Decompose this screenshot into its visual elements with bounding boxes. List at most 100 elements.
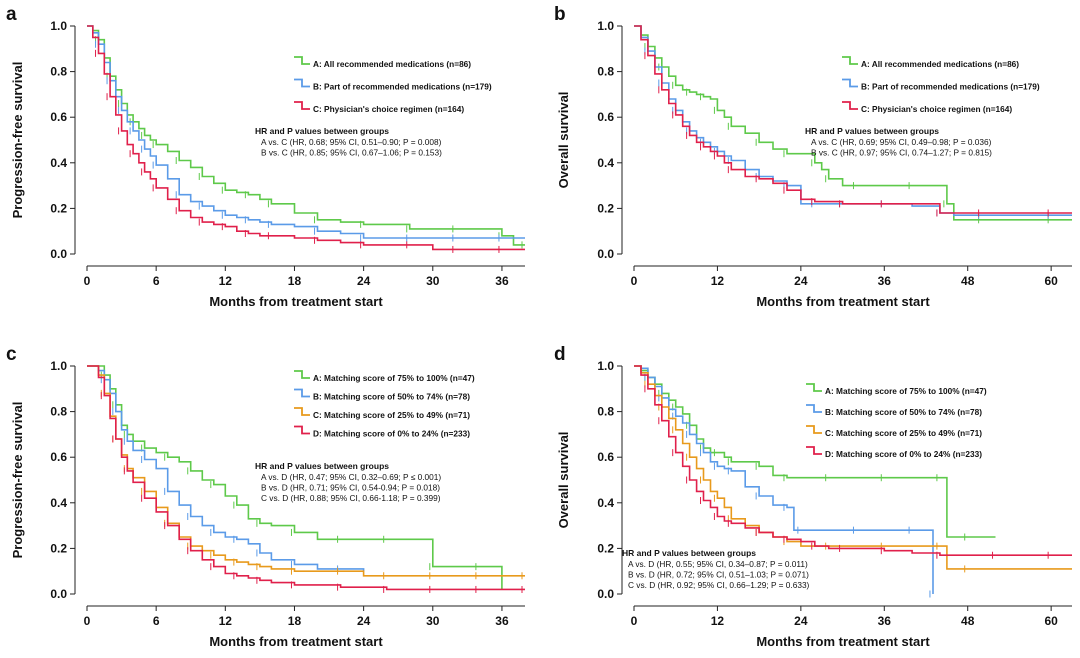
- y-tick-label: 0.2: [597, 201, 614, 215]
- legend-entry: A: Matching score of 75% to 100% (n=47): [313, 373, 475, 383]
- panel-a: a 0 6 12 18 24 30 36 0.0 0.2 0.4 0.6 0.8 1.0 Months fr…: [6, 4, 525, 309]
- y-tick-label: 1.0: [50, 19, 67, 33]
- x-tick-label: 36: [495, 274, 509, 288]
- y-tick-label: 0.8: [597, 65, 614, 79]
- x-tick-label: 60: [1044, 614, 1058, 628]
- legend-entry: A: Matching score of 75% to 100% (n=47): [825, 386, 987, 396]
- x-tick-label: 24: [794, 274, 808, 288]
- x-tick-label: 48: [961, 274, 975, 288]
- x-tick-label: 60: [1044, 274, 1058, 288]
- y-axis-title: Overall survival: [556, 432, 571, 529]
- hr-line: B vs. D (HR, 0.71; 95% CI, 0.54-0.94; P …: [261, 483, 440, 493]
- x-tick-label: 6: [153, 274, 160, 288]
- hr-title: HR and P values between groups: [255, 126, 389, 136]
- legend-swatch-red: [294, 425, 310, 435]
- legend-entry: C: Matching score of 25% to 49% (n=71): [825, 428, 982, 438]
- x-axis-title: Months from treatment start: [209, 294, 383, 309]
- y-tick-label: 0.6: [597, 450, 614, 464]
- x-tick-label: 36: [878, 274, 892, 288]
- legend-swatch-orange: [806, 425, 822, 434]
- legend-swatch-red: [842, 101, 858, 110]
- panel-letter: c: [6, 344, 17, 365]
- x-tick-label: 24: [357, 614, 371, 628]
- y-tick-label: 0.0: [597, 247, 614, 261]
- km-curve-green: [87, 25, 525, 246]
- x-tick-label: 0: [631, 274, 638, 288]
- km-curve-red: [634, 365, 1072, 556]
- hr-line: B vs. C (HR, 0.85; 95% CI, 0.67–1.06; P …: [261, 148, 442, 158]
- legend-entry: C: Physician's choice regimen (n=164): [861, 104, 1012, 114]
- panel-letter: d: [554, 344, 566, 365]
- y-tick-label: 0.4: [597, 156, 614, 170]
- hr-line: C vs. D (HR, 0.92; 95% CI, 0.66–1.29; P …: [628, 580, 810, 590]
- x-axis-title: Months from treatment start: [756, 294, 930, 309]
- x-tick-label: 24: [357, 274, 371, 288]
- legend-entry: A: All recommended medications (n=86): [313, 59, 471, 69]
- legend-swatch-green: [294, 370, 310, 379]
- panel-letter: a: [6, 4, 17, 25]
- x-tick-label: 0: [84, 274, 91, 288]
- x-tick-label: 18: [288, 274, 302, 288]
- hr-line: A vs. D (HR, 0.55; 95% CI, 0.34–0.87; P …: [628, 559, 808, 569]
- x-tick-label: 48: [961, 614, 975, 628]
- x-tick-label: 12: [711, 614, 725, 628]
- hr-line: A vs. C (HR, 0.68; 95% CI, 0.51–0.90; P …: [261, 137, 442, 147]
- x-tick-label: 30: [426, 614, 440, 628]
- x-tick-label: 24: [794, 614, 808, 628]
- km-curve-red: [87, 365, 525, 591]
- x-tick-label: 12: [711, 274, 725, 288]
- km-curve-blue: [87, 365, 365, 572]
- km-curve-orange: [634, 365, 1072, 570]
- legend-swatch-green: [842, 56, 858, 65]
- x-tick-label: 30: [426, 274, 440, 288]
- panel-d: d 0 12 24 36 48 60 0.0 0.2 0.4 0.6 0.8 1.0 Months fro…: [554, 344, 1072, 649]
- hr-title: HR and P values between groups: [622, 548, 756, 558]
- legend-swatch-blue: [294, 388, 310, 398]
- hr-line: A vs. D (HR, 0.47; 95% CI, 0.32–0.69; P …: [261, 472, 441, 482]
- legend-entry: B: Part of recommended medications (n=17…: [313, 82, 492, 92]
- y-tick-label: 0.0: [50, 247, 67, 261]
- legend-entry: C: Physician's choice regimen (n=164): [313, 104, 464, 114]
- legend-swatch-green: [806, 383, 822, 392]
- hr-line: A vs. C (HR, 0.69; 95% CI, 0.49–0.98; P …: [811, 137, 992, 147]
- legend-swatch-red: [806, 446, 822, 455]
- legend-entry: C: Matching score of 25% to 49% (n=71): [313, 410, 470, 420]
- y-axis-title: Progression-free survival: [10, 402, 25, 559]
- x-axis-title: Months from treatment start: [209, 634, 383, 649]
- km-curve-blue: [634, 365, 934, 594]
- legend-swatch-green: [294, 56, 310, 65]
- y-tick-label: 0.4: [50, 156, 67, 170]
- y-axis-title: Overall survival: [556, 92, 571, 189]
- panel-b: b 0 12 24 36 48 60 0.0 0.2 0.4 0.6 0.8 1.0 Months fro…: [554, 4, 1072, 309]
- y-axis-title: Progression-free survival: [10, 62, 25, 219]
- y-tick-label: 0.2: [597, 541, 614, 555]
- panel-c: c 0 6 12 18 24 30 36 0.0 0.2 0.4 0.6 0.8 1.0 Months fr…: [6, 344, 525, 649]
- y-tick-label: 0.6: [597, 110, 614, 124]
- y-tick-label: 0.4: [50, 496, 67, 510]
- y-tick-label: 0.2: [50, 541, 67, 555]
- y-tick-label: 0.0: [50, 587, 67, 601]
- y-tick-label: 0.4: [597, 496, 614, 510]
- legend-entry: D: Matching score of 0% to 24% (n=233): [825, 449, 982, 459]
- legend-swatch-blue: [294, 78, 310, 88]
- legend-swatch-blue: [806, 404, 822, 413]
- legend-entry: B: Part of recommended medications (n=17…: [861, 82, 1040, 92]
- y-tick-label: 0.0: [597, 587, 614, 601]
- hr-title: HR and P values between groups: [255, 461, 389, 471]
- x-tick-label: 18: [288, 614, 302, 628]
- x-tick-label: 36: [495, 614, 509, 628]
- x-tick-label: 6: [153, 614, 160, 628]
- hr-line: C vs. D (HR, 0.88; 95% CI, 0.66-1.18; P …: [261, 493, 441, 503]
- legend-entry: B: Matching score of 50% to 74% (n=78): [825, 407, 982, 417]
- legend-entry: D: Matching score of 0% to 24% (n=233): [313, 429, 470, 439]
- km-curve-blue: [87, 25, 525, 239]
- x-tick-label: 12: [219, 274, 233, 288]
- legend-swatch-blue: [842, 78, 858, 88]
- km-curve-red: [634, 25, 1072, 214]
- x-tick-label: 0: [631, 614, 638, 628]
- legend-swatch-red: [294, 101, 310, 110]
- km-curve-red: [87, 25, 525, 251]
- hr-line: B vs. C (HR, 0.97; 95% CI, 0.74–1.27; P …: [811, 148, 992, 158]
- panel-letter: b: [554, 4, 566, 25]
